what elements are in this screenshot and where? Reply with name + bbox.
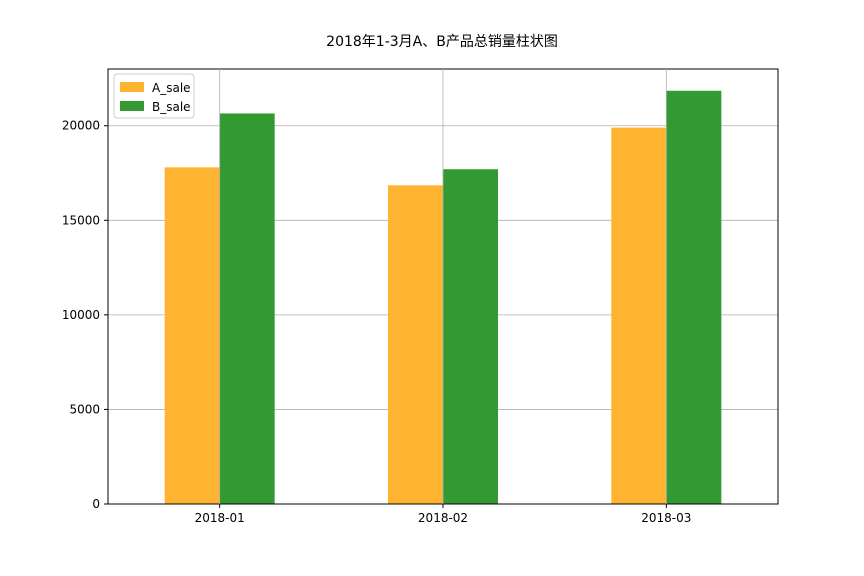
chart-title: 2018年1-3月A、B产品总销量柱状图 <box>326 34 558 50</box>
y-tick-label: 15000 <box>62 213 100 227</box>
bar-B_sale-2018-02 <box>443 169 498 504</box>
x-tick-label: 2018-01 <box>195 511 245 525</box>
y-tick-label: 5000 <box>69 402 100 416</box>
bar-A_sale-2018-02 <box>388 185 443 504</box>
legend-label-B_sale: B_sale <box>152 100 191 114</box>
legend: A_sale B_sale <box>114 74 194 118</box>
legend-swatch-A_sale <box>120 82 144 92</box>
y-tick-label: 20000 <box>62 119 100 133</box>
y-tick-label: 0 <box>92 497 100 511</box>
bar-A_sale-2018-03 <box>611 128 666 504</box>
y-tick-label: 10000 <box>62 308 100 322</box>
bar-B_sale-2018-03 <box>666 91 721 504</box>
x-tick-label: 2018-02 <box>418 511 468 525</box>
legend-label-A_sale: A_sale <box>152 81 191 95</box>
bar-B_sale-2018-01 <box>220 113 275 504</box>
legend-swatch-B_sale <box>120 101 144 111</box>
bar-A_sale-2018-01 <box>165 167 220 504</box>
x-tick-label: 2018-03 <box>641 511 691 525</box>
